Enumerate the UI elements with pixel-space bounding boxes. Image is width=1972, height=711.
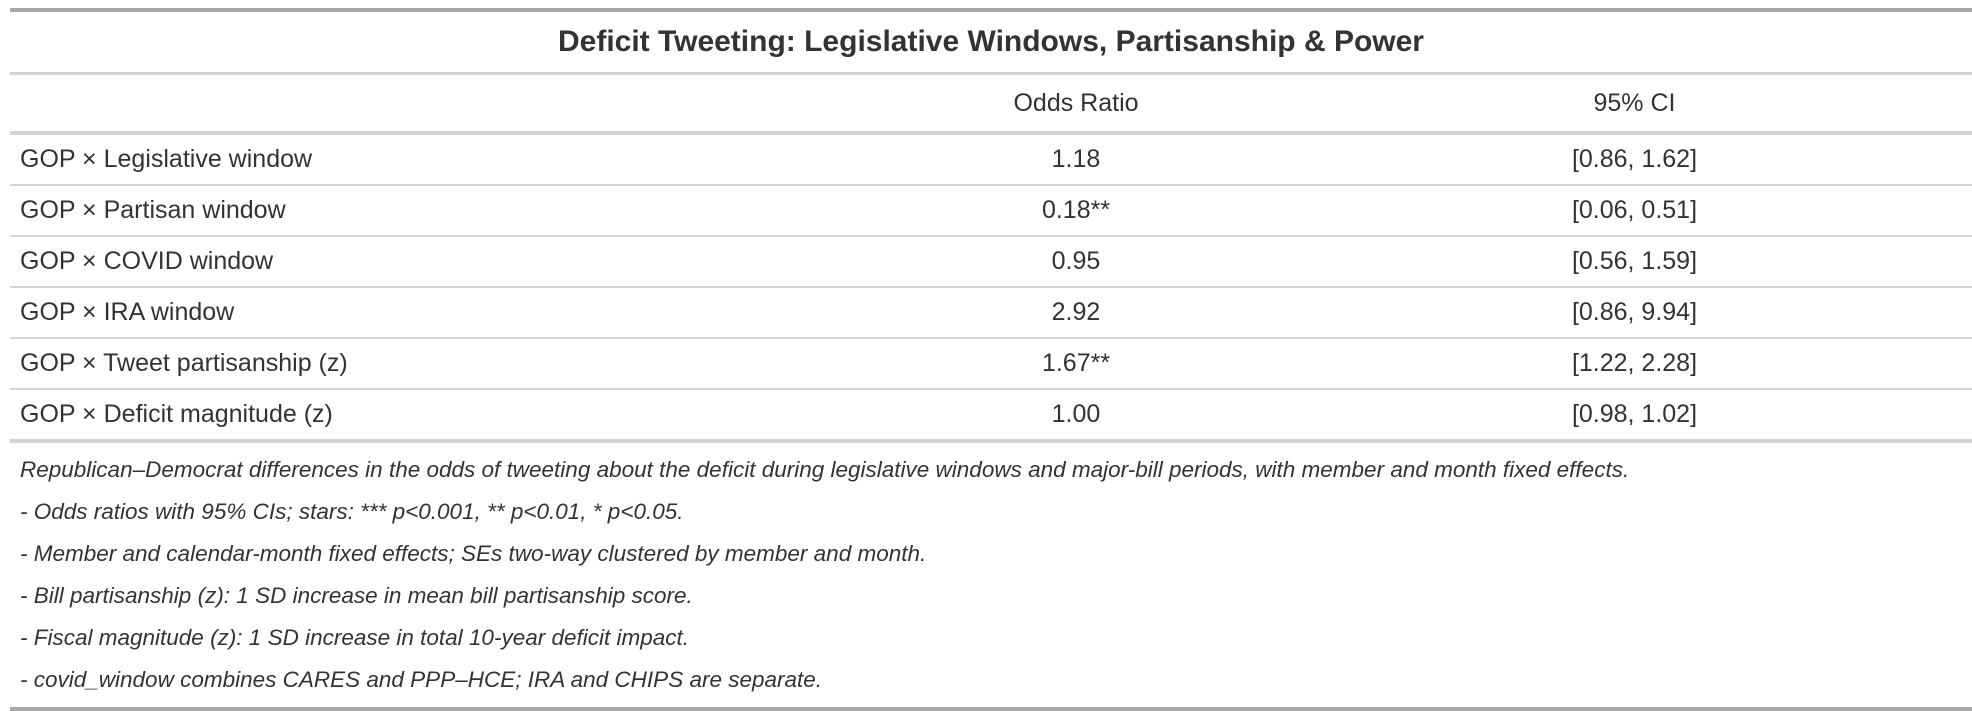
column-header-row: Odds Ratio 95% CI — [10, 73, 1972, 135]
top-rule — [10, 8, 1972, 12]
table-notes: Republican–Democrat differences in the o… — [10, 441, 1972, 711]
note-item: - Fiscal magnitude (z): 1 SD increase in… — [20, 625, 690, 650]
row-term: GOP × Tweet partisanship (z) — [10, 338, 855, 390]
row-ci: [0.86, 9.94] — [1297, 287, 1972, 339]
regression-table-container: Deficit Tweeting: Legislative Windows, P… — [10, 8, 1972, 711]
table-row: GOP × COVID window 0.95 [0.56, 1.59] — [10, 236, 1972, 288]
row-ci: [0.56, 1.59] — [1297, 236, 1972, 288]
row-odds-ratio: 1.18 — [855, 133, 1297, 186]
row-term: GOP × Legislative window — [10, 133, 855, 186]
table-row: GOP × Partisan window 0.18** [0.06, 0.51… — [10, 185, 1972, 237]
table-row: GOP × IRA window 2.92 [0.86, 9.94] — [10, 287, 1972, 339]
row-ci: [0.98, 1.02] — [1297, 389, 1972, 441]
column-header-odds-ratio: Odds Ratio — [855, 73, 1297, 135]
table-row: GOP × Tweet partisanship (z) 1.67** [1.2… — [10, 338, 1972, 390]
note-item: - Odds ratios with 95% CIs; stars: *** p… — [20, 499, 684, 524]
row-odds-ratio: 0.95 — [855, 236, 1297, 288]
note-item: - Bill partisanship (z): 1 SD increase i… — [20, 583, 693, 608]
note-caption: Republican–Democrat differences in the o… — [20, 457, 1630, 482]
row-ci: [0.86, 1.62] — [1297, 133, 1972, 186]
row-odds-ratio: 0.18** — [855, 185, 1297, 237]
note-item: - covid_window combines CARES and PPP–HC… — [20, 667, 823, 692]
table-row: GOP × Legislative window 1.18 [0.86, 1.6… — [10, 133, 1972, 186]
note-item: - Member and calendar-month fixed effect… — [20, 541, 927, 566]
row-term: GOP × COVID window — [10, 236, 855, 288]
row-odds-ratio: 1.67** — [855, 338, 1297, 390]
row-term: GOP × Deficit magnitude (z) — [10, 389, 855, 441]
table-row: GOP × Deficit magnitude (z) 1.00 [0.98, … — [10, 389, 1972, 441]
row-ci: [1.22, 2.28] — [1297, 338, 1972, 390]
row-ci: [0.06, 0.51] — [1297, 185, 1972, 237]
row-term: GOP × Partisan window — [10, 185, 855, 237]
row-odds-ratio: 2.92 — [855, 287, 1297, 339]
column-header-ci: 95% CI — [1297, 73, 1972, 135]
title-row: Deficit Tweeting: Legislative Windows, P… — [10, 12, 1972, 75]
row-term: GOP × IRA window — [10, 287, 855, 339]
row-odds-ratio: 1.00 — [855, 389, 1297, 441]
column-header-term — [10, 73, 855, 135]
regression-table: Deficit Tweeting: Legislative Windows, P… — [10, 12, 1972, 441]
table-title: Deficit Tweeting: Legislative Windows, P… — [10, 12, 1972, 75]
